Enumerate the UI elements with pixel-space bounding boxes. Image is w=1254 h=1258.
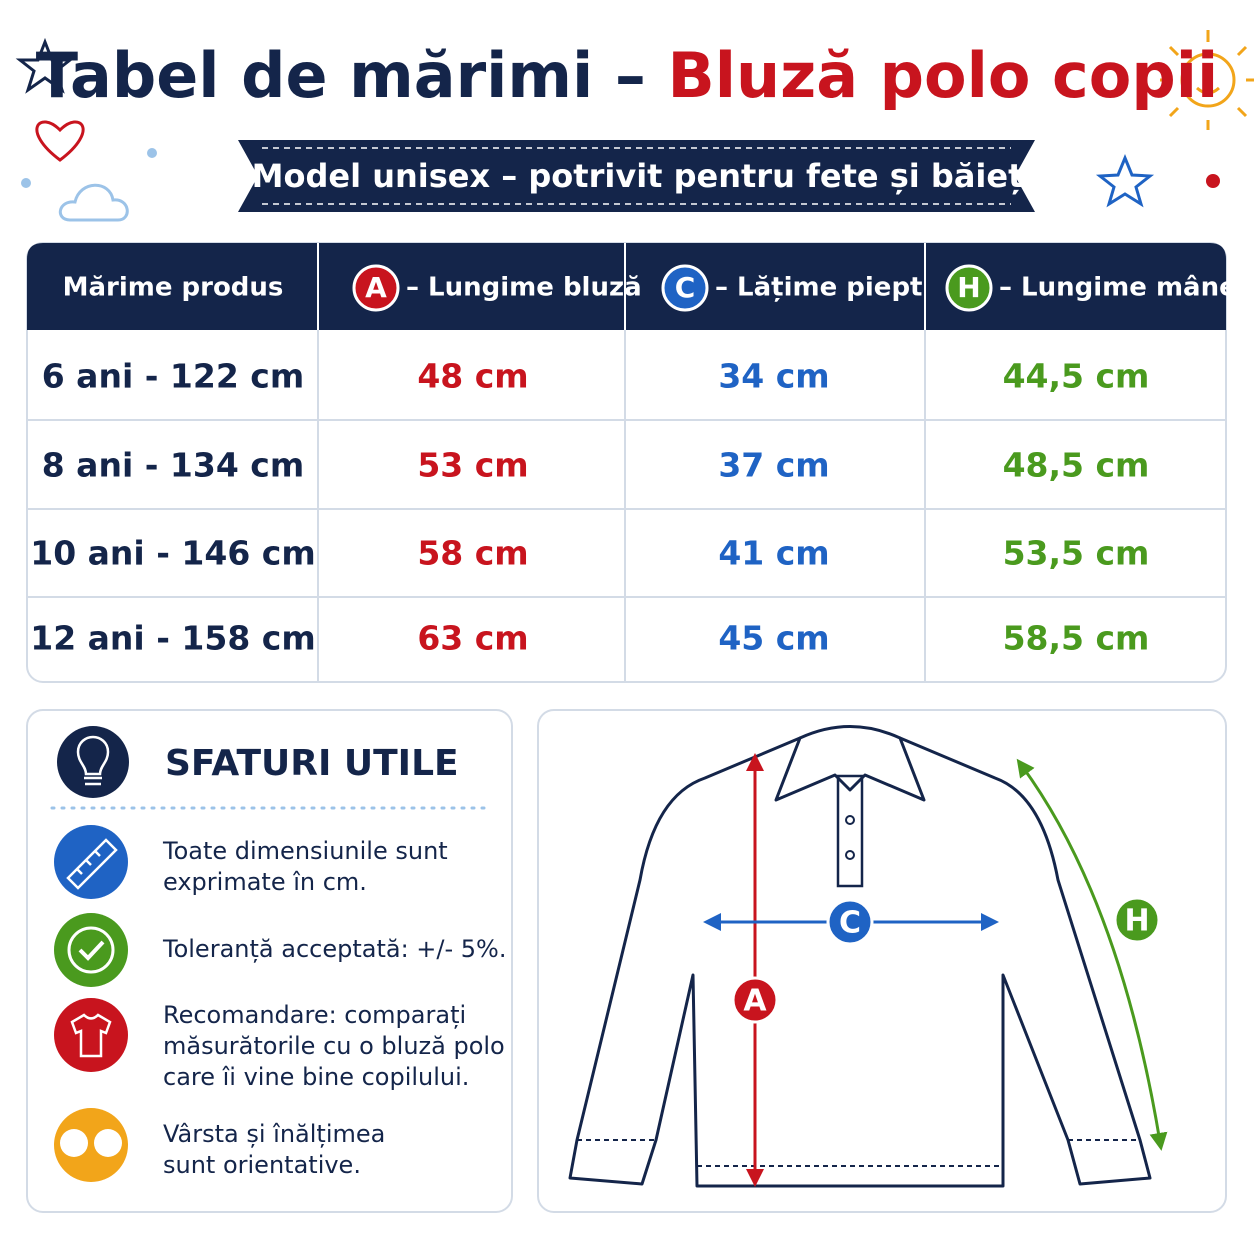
column-badge: A <box>365 271 387 304</box>
table-cell: 41 cm <box>718 534 829 573</box>
tip-text: sunt orientative. <box>163 1151 361 1179</box>
diagram-label: A <box>743 984 767 1019</box>
shirt-diagram: A C H <box>537 709 1227 1213</box>
tip-text: Toleranță acceptată: +/- 5%. <box>162 935 506 963</box>
subtitle-banner <box>238 140 1035 212</box>
table-cell: 12 ani - 158 cm <box>30 619 315 658</box>
column-badge: H <box>957 271 980 304</box>
column-header: Mărime produs <box>63 273 284 303</box>
table-cell: 48 cm <box>417 357 528 396</box>
tips-title: SFATURI UTILE <box>165 743 459 784</box>
table-cell: 53,5 cm <box>1003 534 1150 573</box>
size-table: Mărime produs A – Lungime bluză C – Lăți… <box>26 242 1254 683</box>
column-header: – Lățime piept <box>715 273 922 303</box>
diagram-label: C <box>839 906 861 941</box>
tip-text: Toate dimensiunile sunt <box>162 837 448 865</box>
table-cell: 44,5 cm <box>1003 357 1150 396</box>
table-cell: 63 cm <box>417 619 528 658</box>
tips-panel: SFATURI UTILE Toate dimensiunile sunt exp… <box>26 709 513 1213</box>
subtitle: Model unisex – potrivit pentru fete și b… <box>252 157 1035 195</box>
column-badge: C <box>675 271 696 304</box>
table-cell: 8 ani - 134 cm <box>42 446 305 485</box>
table-cell: 45 cm <box>718 619 829 658</box>
column-header: – Lungime mânecă <box>999 273 1254 303</box>
table-cell: 37 cm <box>718 446 829 485</box>
column-header: – Lungime bluză <box>406 273 642 303</box>
tip-text: Vârsta și înălțimea <box>163 1120 385 1148</box>
table-cell: 48,5 cm <box>1003 446 1150 485</box>
table-cell: 34 cm <box>718 357 829 396</box>
tip-text: măsurătorile cu o bluză polo <box>163 1032 505 1060</box>
title-part: Tabel de mărimi – <box>36 39 646 112</box>
decorations <box>15 30 1254 222</box>
table-cell: 53 cm <box>417 446 528 485</box>
diagram-label: H <box>1124 904 1149 939</box>
table-cell: 6 ani - 122 cm <box>42 357 305 396</box>
tip-text: Recomandare: comparați <box>163 1001 466 1029</box>
table-cell: 58 cm <box>417 534 528 573</box>
title-part: Bluză polo copii <box>667 39 1218 112</box>
table-cell: 10 ani - 146 cm <box>30 534 315 573</box>
tip-text: exprimate în cm. <box>163 868 367 896</box>
title: Tabel de mărimi – Bluză polo copii <box>36 39 1219 112</box>
table-cell: 58,5 cm <box>1003 619 1150 658</box>
tip-text: care îi vine bine copilului. <box>163 1063 469 1091</box>
